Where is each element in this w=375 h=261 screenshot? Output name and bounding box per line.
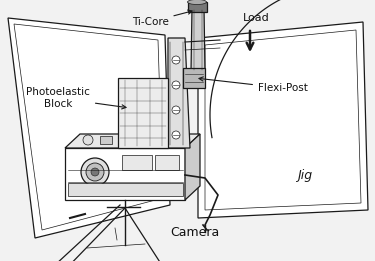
FancyBboxPatch shape [162,136,174,144]
FancyBboxPatch shape [100,136,112,144]
Polygon shape [168,38,190,148]
Polygon shape [185,134,200,200]
Polygon shape [118,78,168,148]
Circle shape [86,163,104,181]
Circle shape [172,56,180,64]
Text: Ti-Core: Ti-Core [132,10,192,27]
Text: Jig: Jig [297,169,313,181]
Circle shape [91,168,99,176]
FancyBboxPatch shape [122,155,152,170]
Polygon shape [65,148,185,200]
Polygon shape [65,134,200,148]
Polygon shape [8,18,170,238]
FancyBboxPatch shape [140,136,152,144]
FancyBboxPatch shape [118,136,130,144]
Polygon shape [183,68,205,88]
Ellipse shape [188,0,207,4]
FancyBboxPatch shape [68,183,183,196]
FancyBboxPatch shape [155,155,179,170]
Text: Camera: Camera [170,227,220,240]
Polygon shape [188,2,207,12]
Circle shape [83,135,93,145]
Polygon shape [198,22,368,218]
Text: Load: Load [243,13,270,23]
Circle shape [172,81,180,89]
Circle shape [81,158,109,186]
Circle shape [172,131,180,139]
Polygon shape [191,8,205,72]
Text: Flexi-Post: Flexi-Post [199,77,308,93]
Circle shape [172,106,180,114]
Text: Photoelastic
Block: Photoelastic Block [26,87,126,109]
